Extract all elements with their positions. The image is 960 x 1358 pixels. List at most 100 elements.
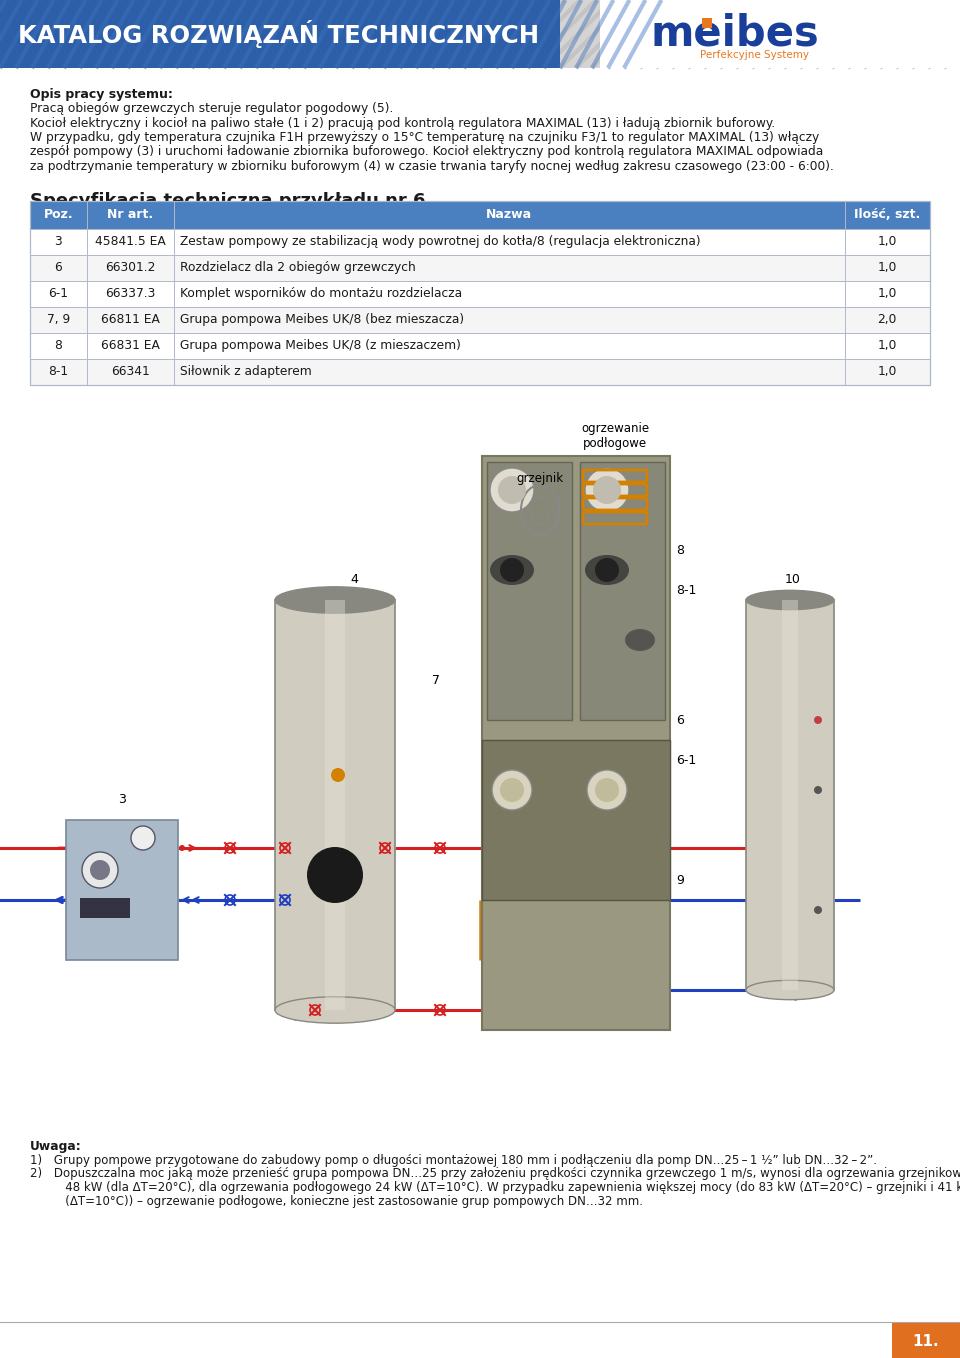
Bar bbox=[487, 462, 572, 720]
Circle shape bbox=[814, 786, 822, 794]
Text: KATALOG ROZWIĄZAŃ TECHNICZNYCH: KATALOG ROZWIĄZAŃ TECHNICZNYCH bbox=[18, 20, 540, 48]
Text: 3: 3 bbox=[118, 793, 126, 807]
Text: 2) Dopuszczalna moc jaką może przenieść grupa pompowa DN…25 przy założeniu prędk: 2) Dopuszczalna moc jaką może przenieść … bbox=[30, 1168, 960, 1180]
Circle shape bbox=[331, 769, 345, 782]
Bar bbox=[702, 18, 712, 29]
Text: Opis pracy systemu:: Opis pracy systemu: bbox=[30, 88, 173, 100]
Text: Nr art.: Nr art. bbox=[108, 208, 154, 221]
Text: 8: 8 bbox=[676, 543, 684, 557]
Text: 2,0: 2,0 bbox=[877, 312, 897, 326]
Circle shape bbox=[814, 906, 822, 914]
Bar bbox=[580, 462, 665, 720]
Bar bbox=[746, 600, 834, 990]
Text: W przypadku, gdy temperatura czujnika F1H przewyższy o 15°C temperaturę na czujn: W przypadku, gdy temperatura czujnika F1… bbox=[30, 130, 819, 144]
Text: 6-1: 6-1 bbox=[676, 754, 696, 766]
Bar bbox=[30, 201, 930, 228]
Circle shape bbox=[490, 469, 534, 512]
Bar bbox=[600, 0, 960, 68]
Text: ogrzewanie
podłogowe: ogrzewanie podłogowe bbox=[581, 422, 649, 449]
Text: 66811 EA: 66811 EA bbox=[101, 312, 159, 326]
Text: (ΔT=10°C)) – ogrzewanie podłogowe, konieczne jest zastosowanie grup pompowych DN: (ΔT=10°C)) – ogrzewanie podłogowe, konie… bbox=[30, 1195, 643, 1207]
Text: Specyfikacja techniczna przykładu nr 6: Specyfikacja techniczna przykładu nr 6 bbox=[30, 193, 425, 210]
Circle shape bbox=[492, 770, 532, 809]
Circle shape bbox=[595, 558, 619, 583]
Text: 48 kW (dla ΔT=20°C), dla ogrzewania podłogowego 24 kW (ΔT=10°C). W przypadku zap: 48 kW (dla ΔT=20°C), dla ogrzewania podł… bbox=[30, 1181, 960, 1194]
Text: 7: 7 bbox=[432, 674, 440, 687]
Text: 6: 6 bbox=[55, 261, 62, 274]
Circle shape bbox=[595, 778, 619, 803]
Bar bbox=[80, 898, 130, 918]
Circle shape bbox=[82, 851, 118, 888]
Circle shape bbox=[307, 847, 363, 903]
Circle shape bbox=[814, 716, 822, 724]
Bar bbox=[30, 281, 930, 307]
Text: 66337.3: 66337.3 bbox=[106, 287, 156, 300]
Text: 1,0: 1,0 bbox=[877, 235, 897, 249]
Text: Komplet wsporników do montażu rozdzielacza: Komplet wsporników do montażu rozdzielac… bbox=[180, 287, 462, 300]
Circle shape bbox=[500, 558, 524, 583]
Ellipse shape bbox=[625, 629, 655, 650]
Ellipse shape bbox=[490, 555, 534, 585]
Text: 1,0: 1,0 bbox=[877, 365, 897, 378]
Circle shape bbox=[593, 477, 621, 504]
Text: Grupa pompowa Meibes UK/8 (z mieszaczem): Grupa pompowa Meibes UK/8 (z mieszaczem) bbox=[180, 340, 461, 352]
Text: zespół pompowy (3) i uruchomi ładowanie zbiornika buforowego. Kocioł elektryczny: zespół pompowy (3) i uruchomi ładowanie … bbox=[30, 145, 824, 159]
Text: Nazwa: Nazwa bbox=[486, 208, 532, 221]
Circle shape bbox=[585, 469, 629, 512]
Text: 66341: 66341 bbox=[111, 365, 150, 378]
Text: 1,0: 1,0 bbox=[877, 261, 897, 274]
Text: Grupa pompowa Meibes UK/8 (bez mieszacza): Grupa pompowa Meibes UK/8 (bez mieszacza… bbox=[180, 312, 464, 326]
Text: 11.: 11. bbox=[913, 1334, 939, 1348]
Circle shape bbox=[587, 770, 627, 809]
Bar bbox=[482, 740, 670, 900]
Circle shape bbox=[179, 845, 185, 851]
Text: Rozdzielacz dla 2 obiegów grzewczych: Rozdzielacz dla 2 obiegów grzewczych bbox=[180, 261, 416, 274]
Text: 45841.5 EA: 45841.5 EA bbox=[95, 235, 166, 249]
Text: 4: 4 bbox=[350, 573, 358, 587]
Ellipse shape bbox=[275, 997, 395, 1023]
Bar bbox=[325, 600, 345, 1010]
Text: Pracą obiegów grzewczych steruje regulator pogodowy (5).: Pracą obiegów grzewczych steruje regulat… bbox=[30, 102, 394, 115]
Bar bbox=[0, 0, 560, 68]
Text: Poz.: Poz. bbox=[43, 208, 73, 221]
Text: 66831 EA: 66831 EA bbox=[101, 340, 159, 352]
Text: 8-1: 8-1 bbox=[676, 584, 696, 596]
Text: 8-1: 8-1 bbox=[48, 365, 68, 378]
Text: 6-1: 6-1 bbox=[48, 287, 68, 300]
Bar bbox=[0, 0, 960, 68]
Text: 9: 9 bbox=[676, 873, 684, 887]
Circle shape bbox=[500, 778, 524, 803]
Circle shape bbox=[498, 477, 526, 504]
Text: 1) Grupy pompowe przygotowane do zabudowy pomp o długości montażowej 180 mm i po: 1) Grupy pompowe przygotowane do zabudow… bbox=[30, 1154, 877, 1167]
Text: 7, 9: 7, 9 bbox=[47, 312, 70, 326]
Text: 1,0: 1,0 bbox=[877, 340, 897, 352]
Ellipse shape bbox=[746, 980, 834, 999]
Text: Perfekcyjne Systemy: Perfekcyjne Systemy bbox=[701, 50, 809, 60]
Ellipse shape bbox=[585, 555, 629, 585]
Bar bbox=[482, 456, 670, 1029]
Text: za podtrzymanie temperatury w zbiorniku buforowym (4) w czasie trwania taryfy no: za podtrzymanie temperatury w zbiorniku … bbox=[30, 160, 834, 172]
Circle shape bbox=[131, 826, 155, 850]
Text: 8: 8 bbox=[55, 340, 62, 352]
Text: 66301.2: 66301.2 bbox=[106, 261, 156, 274]
Bar bbox=[275, 600, 395, 1010]
Text: Ilość, szt.: Ilość, szt. bbox=[854, 208, 921, 221]
Circle shape bbox=[90, 860, 110, 880]
Bar bbox=[30, 254, 930, 281]
Bar bbox=[892, 1323, 960, 1358]
Text: meibes: meibes bbox=[650, 12, 819, 54]
Ellipse shape bbox=[746, 591, 834, 610]
Text: 1,0: 1,0 bbox=[877, 287, 897, 300]
Text: Kocioł elektryczny i kocioł na paliwo stałe (1 i 2) pracują pod kontrolą regulat: Kocioł elektryczny i kocioł na paliwo st… bbox=[30, 117, 776, 129]
Bar bbox=[66, 820, 178, 960]
Text: 3: 3 bbox=[55, 235, 62, 249]
Bar bbox=[30, 333, 930, 359]
Text: Zestaw pompowy ze stabilizacją wody powrotnej do kotła/8 (regulacja elektroniczn: Zestaw pompowy ze stabilizacją wody powr… bbox=[180, 235, 701, 249]
Text: grzejnik: grzejnik bbox=[516, 473, 564, 485]
Bar bbox=[30, 228, 930, 254]
Text: Siłownik z adapterem: Siłownik z adapterem bbox=[180, 365, 312, 378]
Text: 6: 6 bbox=[676, 713, 684, 727]
Ellipse shape bbox=[275, 587, 395, 614]
Text: 10: 10 bbox=[785, 573, 801, 587]
Bar bbox=[30, 201, 930, 384]
